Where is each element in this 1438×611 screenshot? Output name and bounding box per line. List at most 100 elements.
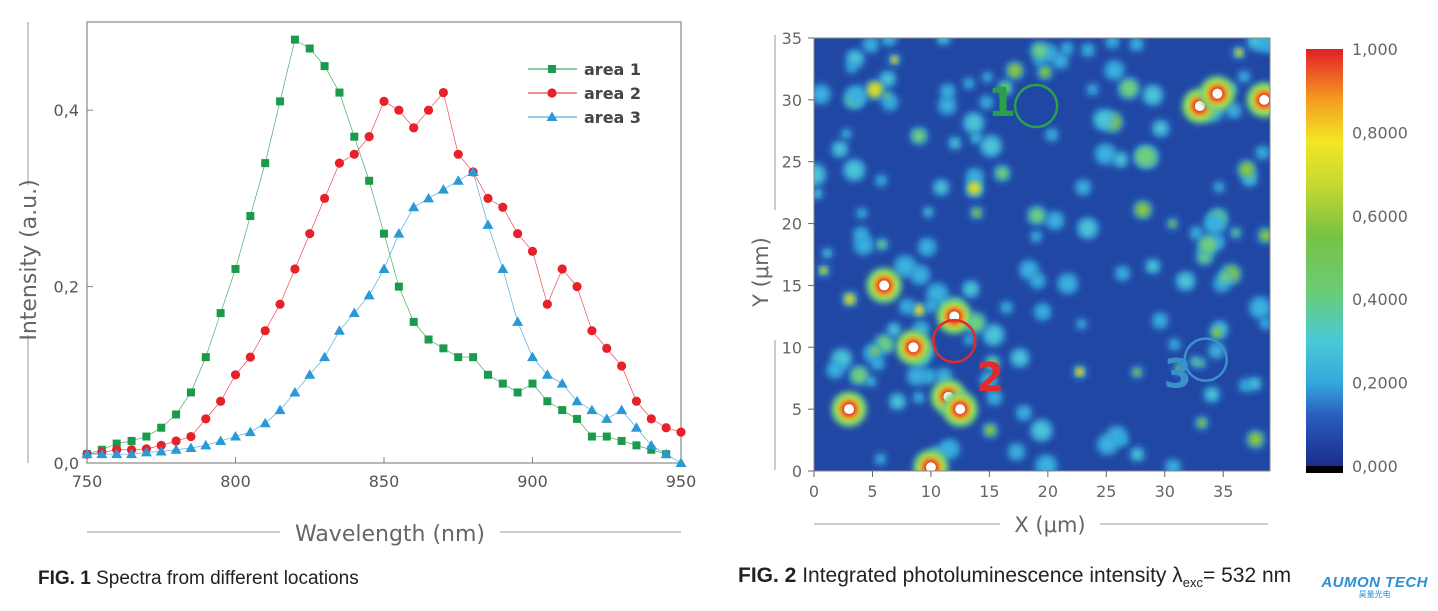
data-point-1: [409, 317, 418, 326]
data-point-3: [333, 325, 345, 335]
legend-label: area 3: [584, 108, 641, 127]
data-point-3: [111, 448, 123, 459]
data-point-2: [617, 361, 627, 371]
data-point-2: [379, 96, 389, 106]
colorbar-zero-band: [1306, 466, 1343, 473]
pl-spot: [1251, 298, 1269, 317]
series-line-2: [86, 91, 682, 455]
data-point-3: [96, 448, 108, 459]
figure-1-caption-label: FIG. 1: [38, 568, 91, 589]
x-tick-label: 10: [921, 482, 941, 501]
data-point-3: [259, 417, 271, 428]
data-point-2: [453, 149, 463, 159]
pl-spot: [1197, 418, 1207, 428]
data-point-3: [556, 378, 568, 388]
data-point-1: [201, 353, 210, 362]
pl-spot: [984, 74, 991, 81]
pl-spot: [1117, 268, 1128, 279]
legend-marker: [546, 111, 558, 121]
pl-spot: [1248, 432, 1263, 447]
colorbar-tick-label: 0,6000: [1352, 207, 1408, 226]
pl-spot: [1168, 220, 1176, 228]
data-point-1: [573, 414, 582, 423]
data-point-3: [155, 446, 167, 456]
pl-spot: [1078, 321, 1085, 328]
y-tick-label: 0,4: [54, 101, 79, 120]
pl-spot: [1261, 319, 1270, 328]
x-axis-label: X (μm): [1014, 513, 1085, 537]
data-point-3: [126, 448, 138, 459]
pl-spot: [982, 137, 1000, 155]
pl-spot: [1167, 461, 1179, 471]
pl-spot: [843, 130, 850, 138]
data-point-2: [394, 105, 404, 115]
data-point-2: [602, 343, 612, 353]
pl-spot: [1228, 105, 1240, 117]
figure-2-caption-text: Integrated photoluminescence intensity λ: [802, 564, 1183, 587]
pl-spot: [965, 79, 973, 87]
x-tick-label: 800: [220, 472, 251, 491]
pl-spot: [1089, 86, 1097, 94]
legend-label: area 1: [584, 60, 641, 79]
data-point-1: [231, 264, 240, 273]
legend-marker: [548, 65, 556, 73]
brand-logo-subtext: 昊量光电: [1358, 590, 1391, 599]
data-point-1: [617, 436, 626, 445]
pl-spot: [999, 82, 1011, 94]
data-point-3: [170, 444, 182, 454]
pl-spot: [1211, 327, 1223, 338]
area-marker-label: 1: [988, 80, 1016, 126]
data-point-3: [571, 395, 583, 406]
pl-spot: [1047, 130, 1057, 140]
pl-spot: [870, 346, 880, 357]
brand-logo: AUMON TECH 昊量光电: [1321, 575, 1428, 599]
pl-bright-spot: [879, 280, 890, 291]
data-point-3: [660, 448, 672, 459]
pl-spot: [1039, 66, 1051, 78]
data-point-1: [335, 88, 344, 97]
data-point-2: [483, 193, 493, 203]
pl-spot: [950, 138, 960, 148]
data-point-1: [394, 282, 403, 291]
x-tick-label: 5: [867, 482, 877, 501]
y-tick-label: 30: [782, 91, 802, 110]
pl-bright-spot: [949, 311, 960, 322]
data-point-3: [437, 184, 449, 194]
data-point-3: [452, 175, 464, 185]
data-point-1: [216, 309, 225, 318]
pl-spot: [988, 391, 1000, 403]
pl-spot: [1083, 45, 1093, 55]
pl-spot: [891, 395, 904, 408]
pl-spot: [1191, 228, 1201, 238]
pl-spot: [909, 368, 924, 384]
data-point-2: [409, 123, 419, 133]
data-point-2: [572, 282, 582, 292]
pl-spot: [1178, 273, 1194, 289]
pl-spot: [1154, 122, 1168, 135]
data-point-3: [512, 316, 524, 326]
pl-spot: [1021, 262, 1037, 278]
pl-spot: [814, 190, 821, 198]
data-point-3: [616, 404, 628, 415]
brand-logo-text: AUMON TECH: [1321, 574, 1428, 591]
figure-1-caption: FIG. 1 Spectra from different locations: [38, 568, 359, 590]
pl-spot: [1095, 111, 1113, 128]
pl-spot: [984, 424, 996, 436]
pl-spot: [1097, 145, 1114, 163]
pl-spot: [1007, 63, 1022, 78]
data-point-2: [334, 158, 345, 168]
area-marker-circle: [1013, 83, 1059, 129]
data-point-3: [408, 201, 420, 212]
pl-spot: [1029, 208, 1045, 223]
data-point-1: [483, 370, 492, 379]
data-point-3: [482, 219, 494, 229]
data-point-2: [305, 229, 315, 239]
data-point-2: [349, 149, 359, 159]
pl-spot: [1077, 181, 1089, 194]
pl-spot: [877, 455, 884, 463]
pl-spot: [925, 208, 932, 216]
pl-spot: [920, 240, 934, 254]
data-point-1: [602, 432, 611, 441]
data-point-1: [632, 441, 641, 450]
data-point-3: [274, 404, 286, 415]
